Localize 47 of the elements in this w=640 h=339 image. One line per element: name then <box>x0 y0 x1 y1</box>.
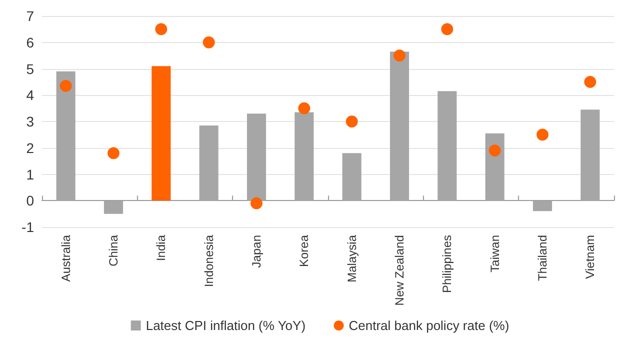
bar <box>56 71 76 201</box>
y-tick-label: 2 <box>26 140 34 156</box>
bar <box>152 66 171 201</box>
point <box>298 102 310 114</box>
y-tick-label: 7 <box>26 8 34 24</box>
x-tick-label: China <box>106 234 120 266</box>
y-tick-label: -1 <box>22 219 34 235</box>
bar <box>580 110 600 201</box>
bar <box>438 91 457 201</box>
x-tick-label: Philippines <box>440 235 454 294</box>
bar <box>532 200 552 212</box>
point <box>250 197 262 210</box>
point <box>394 50 406 62</box>
bar <box>294 112 314 201</box>
point <box>108 147 120 160</box>
x-tick-label: Malaysia <box>344 234 359 282</box>
legend-label: Central bank policy rate (%) <box>348 318 510 333</box>
point <box>202 36 215 48</box>
bar <box>246 114 266 201</box>
x-tick-label: Indonesia <box>202 234 216 288</box>
point <box>536 128 548 141</box>
x-tick-label: India <box>154 234 168 262</box>
x-tick-label: New Zealand <box>392 235 406 306</box>
bar <box>199 125 218 201</box>
x-tick-label: Korea <box>297 234 312 268</box>
x-tick-label: Vietnam <box>583 235 598 279</box>
x-tick-label: Australia <box>58 234 73 282</box>
y-tick-label: 5 <box>26 60 34 77</box>
bar <box>104 200 124 214</box>
x-tick-label: Taiwan <box>488 235 502 272</box>
point <box>441 23 454 36</box>
x-tick-label: Japan <box>250 235 264 268</box>
point <box>346 116 358 128</box>
point <box>584 76 596 88</box>
bar <box>390 52 410 201</box>
y-tick-label: 4 <box>26 87 34 104</box>
x-tick-label: Thailand <box>536 235 550 282</box>
point <box>488 144 501 157</box>
y-tick-label: 1 <box>26 166 34 182</box>
legend-label: Latest CPI inflation (% YoY) <box>146 318 306 333</box>
point <box>60 80 72 92</box>
y-tick-label: 3 <box>26 114 34 130</box>
point <box>155 23 168 36</box>
bar <box>485 133 504 201</box>
y-tick-label: 0 <box>26 192 34 209</box>
y-tick-label: 6 <box>26 34 34 50</box>
bar <box>342 153 362 201</box>
